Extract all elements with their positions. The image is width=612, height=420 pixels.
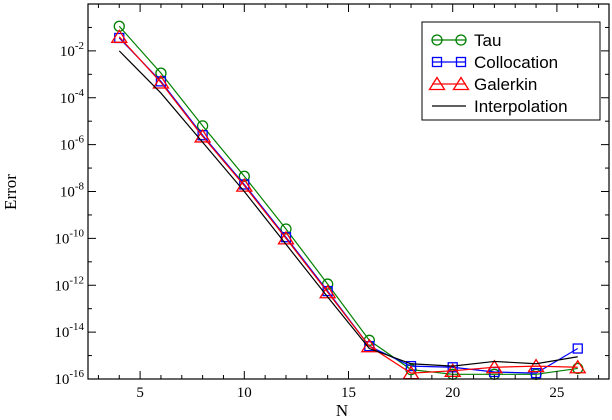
legend-marker <box>428 76 446 91</box>
series-line-tau <box>118 25 578 375</box>
y-tick-label: 10-8 <box>60 181 85 201</box>
data-point-tau <box>238 170 250 182</box>
data-point-galerkin <box>569 359 587 374</box>
legend-label-interpolation: Interpolation <box>474 97 568 116</box>
data-point-galerkin <box>485 359 504 374</box>
series-line-galerkin <box>118 36 578 374</box>
legend-label-galerkin: Galerkin <box>474 75 537 94</box>
plot-series <box>110 20 587 380</box>
x-tick-label: 20 <box>445 385 460 401</box>
y-tick-label: 10-16 <box>54 368 84 388</box>
data-point-tau <box>280 223 292 235</box>
data-point-collocation <box>572 343 583 354</box>
y-axis-title: Error <box>1 174 20 210</box>
axis-ticks <box>88 4 609 380</box>
y-tick-label: 10-10 <box>54 227 84 247</box>
legend-marker <box>431 34 443 46</box>
data-point-collocation <box>405 360 417 372</box>
data-point-galerkin <box>152 74 170 89</box>
legend-marker <box>455 56 467 68</box>
legend-sample-tau <box>431 34 467 46</box>
legend-label-collocation: Collocation <box>474 53 558 72</box>
legend-marker <box>455 34 467 46</box>
data-point-tau <box>155 67 167 79</box>
y-tick-label: 10-4 <box>60 87 85 107</box>
x-tick-label: 10 <box>237 385 252 401</box>
legend-sample-galerkin <box>428 76 470 91</box>
x-tick-label: 25 <box>549 385 564 401</box>
y-tick-label: 10-2 <box>60 40 84 60</box>
series-line-interpolation <box>118 50 578 367</box>
x-tick-label: 15 <box>341 385 356 401</box>
y-tick-label: 10-14 <box>54 321 84 341</box>
legend: Tau Collocation Galerkin Interpolation <box>421 21 601 121</box>
y-tick-label: 10-12 <box>54 274 84 294</box>
data-point-galerkin <box>110 29 128 43</box>
data-point-galerkin <box>527 358 545 373</box>
legend-box <box>421 21 601 121</box>
legend-sample-collocation <box>431 56 467 68</box>
x-tick-label: 5 <box>136 385 144 401</box>
y-tick-label: 10-6 <box>60 134 85 154</box>
data-point-galerkin <box>360 338 379 353</box>
legend-marker <box>431 56 443 68</box>
x-axis-title: N <box>336 401 348 420</box>
legend-marker <box>452 76 470 91</box>
legend-label-tau: Tau <box>474 31 501 50</box>
